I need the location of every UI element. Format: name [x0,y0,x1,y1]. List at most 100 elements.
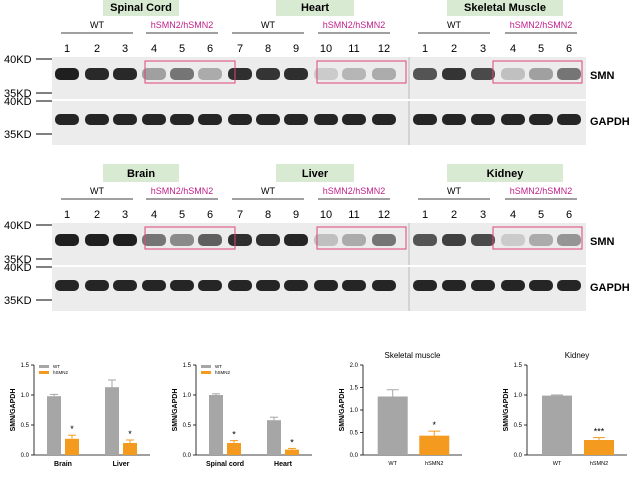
lane-number: 2 [451,43,457,55]
significance-mark: * [128,429,132,439]
x-category-label: hSMN2 [590,461,608,467]
smn-blot [52,223,586,265]
group-label-mut: hSMN2/hSMN2 [151,186,214,196]
smn-band [413,234,437,246]
gapdh-band [170,280,194,291]
smn-band [314,68,338,80]
lane-number: 9 [293,43,299,55]
smn-band [501,234,525,246]
blot-panel-2: Brain Liver Kidney WT hSMN2/hSMN2 WT hSMN2/hSM… [4,164,630,311]
legend-label: hSMN2 [215,370,231,375]
protein-label-gapdh: GAPDH [590,282,630,294]
lane-number: 6 [566,43,572,55]
smn-band [342,68,366,80]
gapdh-band [557,280,581,291]
lane-number: 1 [64,43,70,55]
lane-number: 4 [510,209,516,221]
bar [123,443,137,455]
gapdh-band [314,280,338,291]
smn-band [55,234,79,246]
gapdh-band [256,114,280,125]
y-tick-label: 2.0 [350,363,359,369]
mw-marker: 35KD [4,295,32,307]
y-tick-label: 0.0 [514,453,523,459]
smn-band [471,234,495,246]
gapdh-band [442,280,466,291]
y-tick-label: 0.5 [350,431,359,437]
lane-number: 2 [94,209,100,221]
smn-band [284,68,308,80]
mw-marker: 40KD [4,96,32,108]
smn-band [85,68,109,80]
bar [267,420,281,455]
y-axis-label: SMN/GAPDH [172,389,179,432]
x-category-label: Spinal cord [206,461,244,468]
gapdh-band [372,280,396,291]
gapdh-band [529,114,553,125]
lane-number: 11 [348,43,359,55]
lane-number: 12 [378,43,390,55]
smn-band [142,68,166,80]
lane-number: 12 [378,209,390,221]
gapdh-band [413,114,437,125]
lane-number: 6 [207,43,213,55]
smn-band [413,68,437,80]
lane-number: 5 [179,209,185,221]
gapdh-band [372,114,396,125]
x-category-label: Liver [113,461,130,468]
smn-band [529,234,553,246]
tissue-label-bg [447,164,563,182]
group-label-wt: WT [90,186,104,196]
smn-band [529,68,553,80]
legend-swatch [39,371,49,374]
chart-title: Kidney [565,351,589,360]
gapdh-band [198,114,222,125]
mw-marker: 35KD [4,129,32,141]
tissue-label-bg [276,164,354,182]
mw-marker: 40KD [4,220,32,232]
tissue-label-bg [103,0,179,16]
lane-number: 5 [538,209,544,221]
bar [584,440,614,455]
smn-band [372,68,396,80]
x-category-label: Heart [274,461,293,468]
y-tick-label: 1.0 [514,393,523,399]
smn-band [170,68,194,80]
highlight-box [492,226,583,250]
lane-number: 7 [237,209,243,221]
lane-number: 2 [94,43,100,55]
smn-band [198,234,222,246]
lane-number: 3 [122,209,128,221]
smn-band [314,234,338,246]
gapdh-band [557,114,581,125]
group-label-mut: hSMN2/hSMN2 [323,186,386,196]
group-label-wt: WT [447,20,461,30]
lane-number: 7 [237,43,243,55]
smn-band [142,234,166,246]
gapdh-band [113,280,137,291]
mw-marker: 40KD [4,54,32,66]
y-tick-label: 1.0 [21,393,30,399]
tissue-label-bg [276,0,354,16]
group-label-mut: hSMN2/hSMN2 [151,20,214,30]
tissue-label: Spinal Cord [110,2,172,14]
significance-mark: * [70,424,74,434]
gapdh-band [442,114,466,125]
group-label-wt: WT [90,20,104,30]
lane-number: 10 [320,43,332,55]
lane-number: 3 [480,43,486,55]
chart-title: Skeletal muscle [384,351,441,360]
y-tick-label: 0.0 [183,453,192,459]
y-tick-label: 0.5 [21,423,30,429]
lane-number: 5 [179,43,185,55]
smn-band [228,234,252,246]
tissue-label: Kidney [487,168,525,180]
x-category-label: Brain [54,461,72,468]
significance-mark: * [290,437,294,447]
smn-band [501,68,525,80]
gapdh-band [342,114,366,125]
lane-number: 6 [207,209,213,221]
lane-number: 10 [320,209,332,221]
